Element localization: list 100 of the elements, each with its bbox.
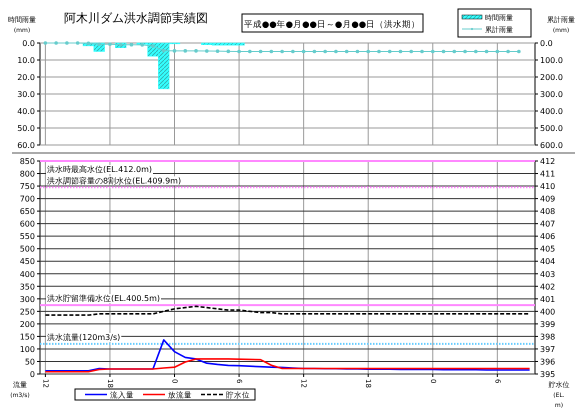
point — [356, 50, 360, 54]
point — [183, 49, 188, 53]
y2-tick-label: 408 — [540, 207, 556, 216]
point — [54, 41, 58, 45]
point — [398, 50, 402, 54]
point — [506, 50, 510, 54]
point — [172, 49, 176, 53]
y-tick-label: 20.0 — [17, 73, 35, 82]
point — [130, 42, 134, 46]
point — [194, 49, 198, 53]
point — [216, 49, 220, 53]
y2-tick-label: 405 — [540, 244, 556, 254]
y2-tick-label: 200.0 — [540, 73, 563, 82]
y2-tick-label: 410 — [540, 182, 556, 192]
point — [162, 48, 166, 52]
y2-tick-label: 0.0 — [540, 39, 553, 48]
point — [323, 50, 327, 54]
point — [258, 50, 262, 54]
y2-tick-label: 500.0 — [540, 124, 563, 133]
y-tick-label: 40.0 — [17, 107, 35, 116]
y-tick-label: 700 — [20, 194, 35, 204]
point — [226, 50, 230, 54]
y-tick-label: 30.0 — [17, 90, 35, 99]
y2-tick-label: 100.0 — [540, 56, 563, 65]
point — [442, 50, 446, 54]
y-tick-label: 400 — [20, 270, 35, 279]
point — [452, 50, 456, 54]
point — [474, 50, 478, 54]
y2-tick-label: 396 — [540, 357, 556, 366]
point — [517, 50, 521, 54]
ref-line-label: 洪水時最高水位(EL.412.0m) — [47, 165, 152, 174]
y-tick-label: 650 — [20, 207, 35, 216]
y2-tick-label: 398 — [540, 332, 556, 342]
y-tick-label: 10.0 — [17, 56, 35, 65]
point — [377, 50, 381, 54]
point — [291, 50, 295, 54]
point — [76, 41, 80, 45]
y2-tick-label: 403 — [540, 270, 556, 279]
point — [302, 50, 306, 54]
point — [463, 50, 467, 54]
y-tick-label: 350 — [20, 282, 35, 292]
point — [409, 50, 414, 54]
chart-title: 阿木川ダム洪水調節実績図 — [64, 11, 208, 25]
y-tick-label: 200 — [20, 320, 35, 329]
ref-line-label: 洪水流量(120m3/s) — [47, 332, 120, 342]
point — [334, 50, 338, 54]
point — [65, 41, 69, 45]
y-tick-label: 100 — [20, 344, 35, 354]
point — [280, 50, 284, 54]
y2-tick-label: 402 — [540, 282, 556, 292]
point — [388, 50, 392, 54]
y2-tick-label: 401 — [540, 294, 556, 304]
y2-tick-label: 412 — [540, 157, 556, 166]
y2-tick-label: 404 — [540, 257, 556, 266]
y-tick-label: 60.0 — [17, 141, 35, 150]
y-tick-label: 500 — [20, 244, 35, 254]
point — [420, 50, 424, 54]
point — [248, 50, 252, 54]
point — [86, 42, 90, 46]
y2-tick-label: 397 — [540, 344, 556, 354]
y-tick-label: 250 — [20, 307, 35, 316]
line-series — [44, 358, 530, 373]
y-tick-label: 800 — [20, 170, 35, 179]
ref-line-label: 洪水調節容量の8割水位(EL.409.9m) — [47, 176, 182, 186]
chart-subtitle: 平成●●年●月●●日～●月●●日（洪水期） — [244, 19, 420, 30]
y-tick-label: 50 — [24, 357, 35, 366]
y2-tick-label: 600.0 — [540, 141, 563, 150]
point — [496, 50, 500, 54]
y2-tick-label: 407 — [540, 220, 556, 229]
y-tick-label: 150 — [20, 332, 35, 342]
y-tick-label: 0.0 — [22, 39, 35, 48]
point — [237, 50, 241, 54]
y-tick-label: 450 — [20, 257, 35, 266]
y2-tick-label: 300.0 — [540, 90, 563, 99]
y-tick-label: 300 — [20, 294, 35, 304]
y2-tick-label: 399 — [540, 320, 556, 329]
y-tick-label: 550 — [20, 232, 35, 242]
y2-tick-label: 400 — [540, 307, 556, 316]
y2-tick-label: 395 — [540, 370, 556, 379]
point — [312, 50, 316, 54]
y2-tick-label: 409 — [540, 194, 556, 204]
y2-tick-label: 411 — [540, 170, 556, 179]
ref-line-label: 洪水貯留準備水位(EL.400.5m) — [47, 294, 160, 304]
y2-tick-label: 400.0 — [540, 107, 563, 116]
point — [270, 50, 274, 54]
y-tick-label: 850 — [20, 157, 35, 166]
y2-tick-label: 406 — [540, 232, 556, 242]
point — [430, 50, 435, 54]
point — [151, 44, 155, 48]
point — [204, 49, 209, 53]
y-tick-label: 750 — [20, 182, 35, 192]
y-tick-label: 600 — [20, 220, 35, 229]
y-tick-label: 50.0 — [17, 124, 35, 133]
point — [344, 50, 348, 54]
point — [140, 43, 144, 47]
point — [108, 42, 112, 46]
point — [484, 50, 488, 54]
point — [366, 50, 370, 54]
line-series — [44, 306, 530, 316]
point — [44, 41, 48, 45]
